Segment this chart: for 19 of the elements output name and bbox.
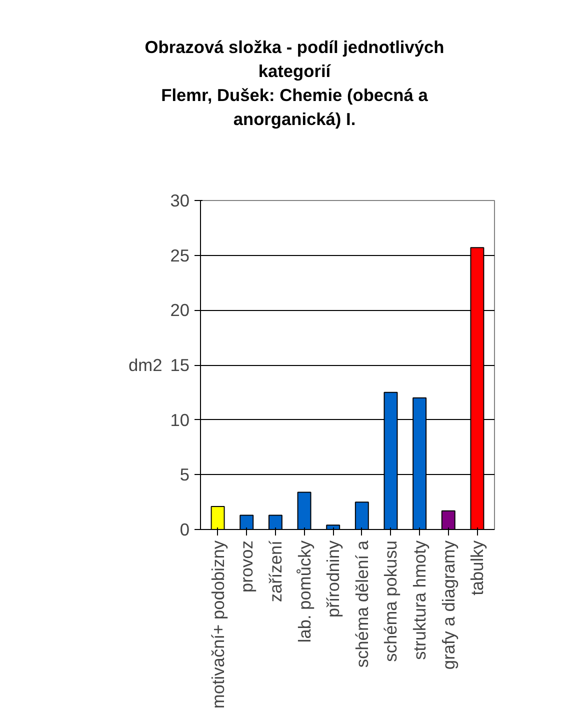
y-tick-label: 15 — [170, 355, 190, 375]
y-tick-label: 30 — [170, 190, 190, 210]
chart-title: Obrazová složka - podíl jednotlivých kategorií Flemr, Dušek: Chemie (obecná a anorganická) I. — [144, 36, 444, 131]
y-tick-label: 25 — [170, 245, 190, 266]
x-tick-label: zařízení — [265, 540, 286, 602]
x-tick-label: motivační+ podobizny — [208, 540, 228, 709]
y-tick-label: 20 — [170, 300, 190, 320]
y-tick-label: 5 — [180, 464, 190, 485]
x-tick-label: přírodniny — [323, 540, 344, 618]
x-tick-label: tabulky — [467, 540, 488, 596]
x-tick-label: grafy a diagramy — [438, 540, 458, 670]
y-tick-label: 10 — [170, 410, 190, 430]
x-tick-label: provoz — [236, 540, 257, 593]
y-tick-label: 0 — [180, 520, 190, 540]
x-tick-label: schéma dělení a — [352, 540, 372, 668]
x-tick-label: schéma pokusu — [380, 540, 401, 662]
x-tick-label: lab. pomůcky — [294, 540, 314, 643]
y-axis-title: dm2 — [128, 355, 162, 375]
x-tick-label: struktura hmoty — [410, 540, 430, 660]
